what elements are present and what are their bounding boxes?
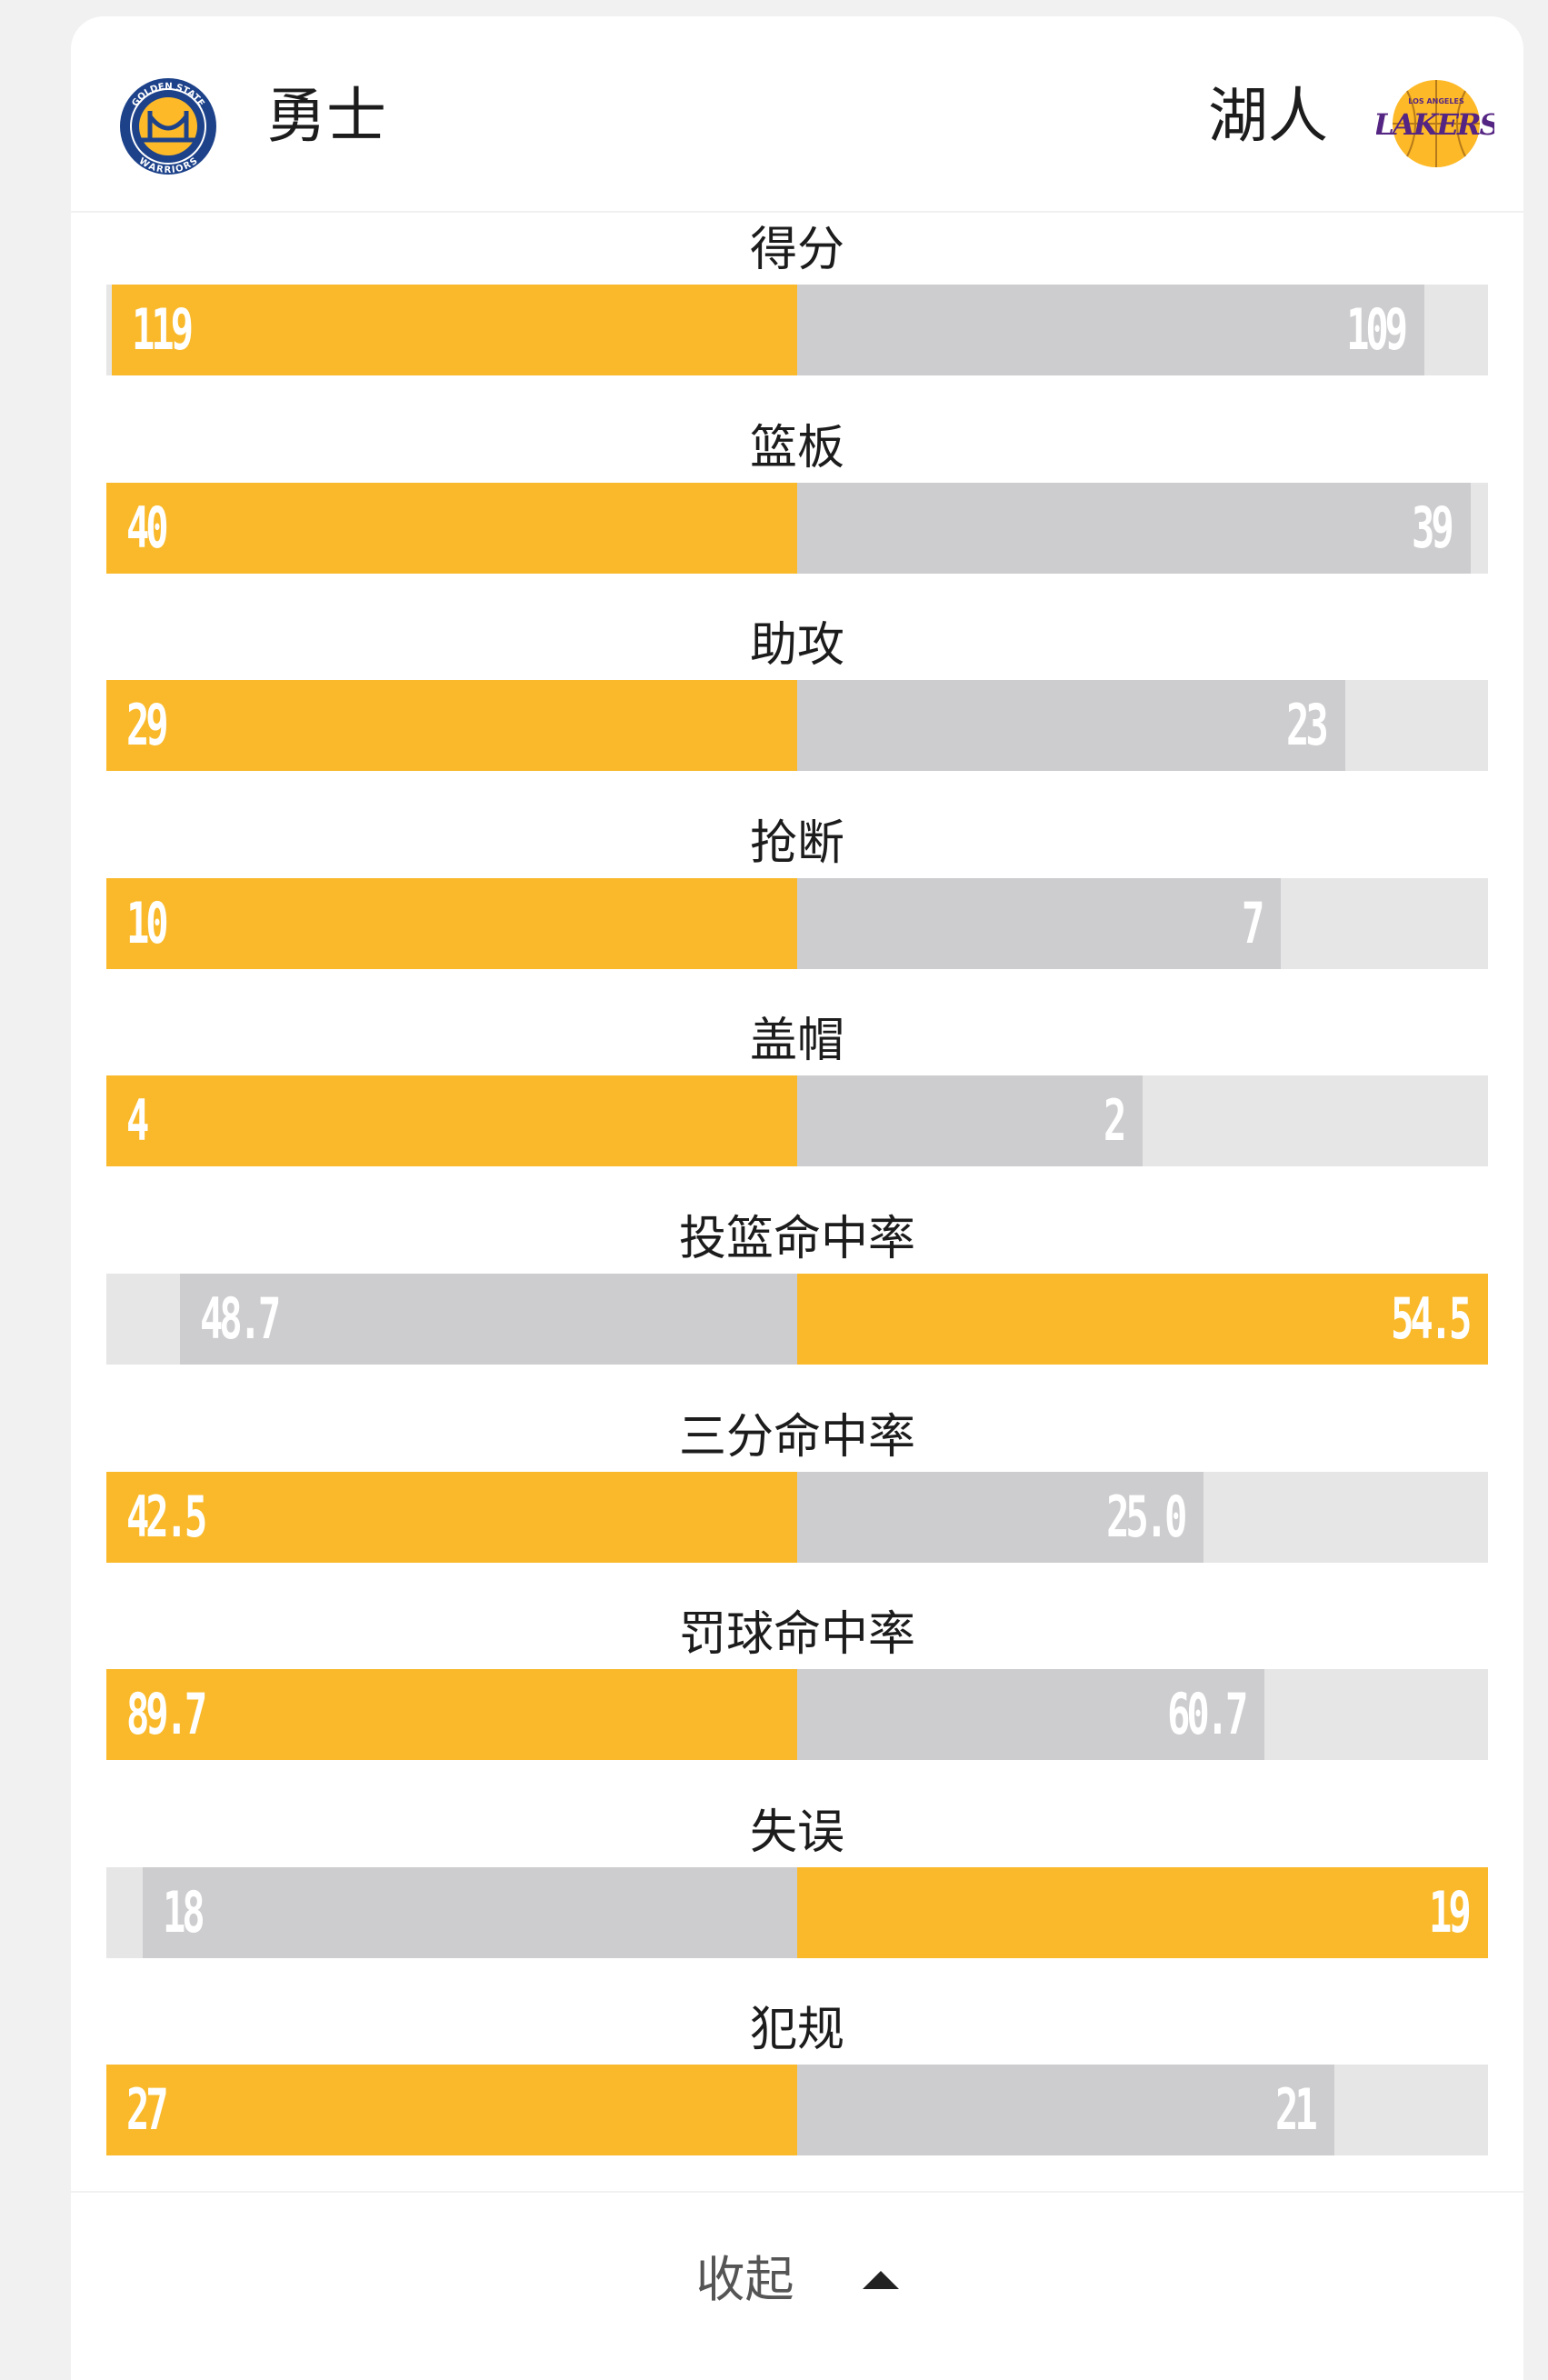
stat-bar-track: 29 23 xyxy=(106,680,1488,772)
stat-label: 三分命中率 xyxy=(678,1409,915,1465)
away-stat-value: 60.7 xyxy=(1167,1681,1248,1748)
home-stat-value: 18 xyxy=(163,1878,205,1945)
home-stat-bar: 40 xyxy=(106,482,797,574)
away-stat-value: 109 xyxy=(1346,296,1408,363)
collapse-label: 收起 xyxy=(695,2251,794,2308)
warriors-logo-icon: GOLDEN STATE WARRIORS xyxy=(120,78,216,175)
stat-row: 犯规 27 21 xyxy=(71,2001,1523,2196)
stat-bar-track: 119 109 xyxy=(106,285,1488,375)
away-stat-value: 2 xyxy=(1103,1087,1126,1155)
away-stat-value: 39 xyxy=(1412,494,1454,561)
stat-bar-track: 27 21 xyxy=(106,2065,1488,2156)
home-stat-bar: 10 xyxy=(106,877,797,969)
home-stat-value: 27 xyxy=(126,2076,169,2144)
stat-label: 失误 xyxy=(749,1805,844,1860)
stat-row: 盖帽 4 2 xyxy=(71,1012,1523,1207)
stat-bar-track: 10 7 xyxy=(106,877,1488,969)
home-stat-value: 29 xyxy=(126,692,169,759)
team-stats-card: GOLDEN STATE WARRIORS 勇士 湖人 LOS ANGELES … xyxy=(71,16,1523,2380)
collapse-button[interactable]: 收起 xyxy=(71,2248,1523,2339)
stat-row: 篮板 40 39 xyxy=(71,419,1523,615)
away-stat-bar: 23 xyxy=(797,680,1345,772)
away-stat-bar: 25.0 xyxy=(797,1471,1204,1563)
home-stat-value: 119 xyxy=(132,296,194,363)
teams-header: GOLDEN STATE WARRIORS 勇士 湖人 LOS ANGELES … xyxy=(71,16,1523,213)
away-stat-value: 7 xyxy=(1241,889,1264,956)
away-stat-bar: 39 xyxy=(797,482,1471,574)
svg-text:LAKERS: LAKERS xyxy=(1376,107,1494,142)
away-stat-value: 23 xyxy=(1286,692,1329,759)
stat-row: 失误 18 19 xyxy=(71,1804,1523,1999)
stat-row: 助攻 29 23 xyxy=(71,616,1523,812)
home-stat-value: 40 xyxy=(126,494,169,561)
home-stat-value: 10 xyxy=(126,889,169,956)
stat-label: 盖帽 xyxy=(749,1014,844,1069)
home-stat-bar: 89.7 xyxy=(106,1669,797,1761)
away-stat-value: 25.0 xyxy=(1105,1483,1187,1550)
home-team-name: 勇士 xyxy=(266,81,386,151)
home-stat-bar: 48.7 xyxy=(179,1274,797,1365)
away-stat-bar: 109 xyxy=(797,285,1425,375)
svg-text:LOS ANGELES: LOS ANGELES xyxy=(1408,97,1464,105)
away-stat-bar: 19 xyxy=(797,1866,1488,1958)
stat-row: 罚球命中率 89.7 60.7 xyxy=(71,1605,1523,1801)
home-stat-bar: 27 xyxy=(106,2065,797,2156)
away-stat-bar: 2 xyxy=(797,1075,1143,1167)
header-divider xyxy=(71,211,1523,213)
home-stat-value: 42.5 xyxy=(126,1483,207,1550)
away-stat-bar: 54.5 xyxy=(797,1274,1488,1365)
home-stat-bar: 119 xyxy=(112,285,797,375)
stat-bar-track: 40 39 xyxy=(106,482,1488,574)
home-stat-bar: 18 xyxy=(143,1866,797,1958)
stat-row: 三分命中率 42.5 25.0 xyxy=(71,1408,1523,1604)
home-stat-value: 89.7 xyxy=(126,1681,207,1748)
stat-bar-track: 48.7 54.5 xyxy=(106,1274,1488,1365)
stat-row: 投篮命中率 48.7 54.5 xyxy=(71,1210,1523,1405)
footer-divider xyxy=(71,2191,1523,2193)
away-stat-value: 21 xyxy=(1275,2076,1319,2144)
stat-label: 罚球命中率 xyxy=(678,1607,915,1663)
home-stat-bar: 29 xyxy=(106,680,797,772)
away-team-name: 湖人 xyxy=(1208,81,1328,151)
stat-label: 犯规 xyxy=(749,2003,844,2058)
stat-bar-track: 18 19 xyxy=(106,1866,1488,1958)
stat-label: 得分 xyxy=(749,223,844,277)
lakers-logo-icon: LOS ANGELES LAKERS xyxy=(1376,80,1494,167)
home-stat-bar: 4 xyxy=(106,1075,797,1167)
home-stat-bar: 42.5 xyxy=(106,1471,797,1563)
stat-label: 助攻 xyxy=(749,618,844,674)
stat-row: 抢断 10 7 xyxy=(71,815,1523,1010)
stat-label: 抢断 xyxy=(749,815,844,871)
home-stat-value: 48.7 xyxy=(199,1285,281,1352)
caret-up-icon xyxy=(862,2271,899,2289)
away-stat-bar: 21 xyxy=(797,2065,1335,2156)
home-stat-value: 4 xyxy=(126,1087,149,1155)
stat-row: 得分 119 109 xyxy=(71,221,1523,416)
away-stat-value: 19 xyxy=(1429,1878,1472,1945)
away-stat-bar: 60.7 xyxy=(797,1669,1265,1761)
stat-bar-track: 42.5 25.0 xyxy=(106,1471,1488,1563)
stat-label: 投篮命中率 xyxy=(678,1212,915,1266)
stat-label: 篮板 xyxy=(749,420,844,475)
away-stat-bar: 7 xyxy=(797,877,1281,969)
away-stat-value: 54.5 xyxy=(1390,1285,1472,1352)
stat-bar-track: 89.7 60.7 xyxy=(106,1669,1488,1761)
